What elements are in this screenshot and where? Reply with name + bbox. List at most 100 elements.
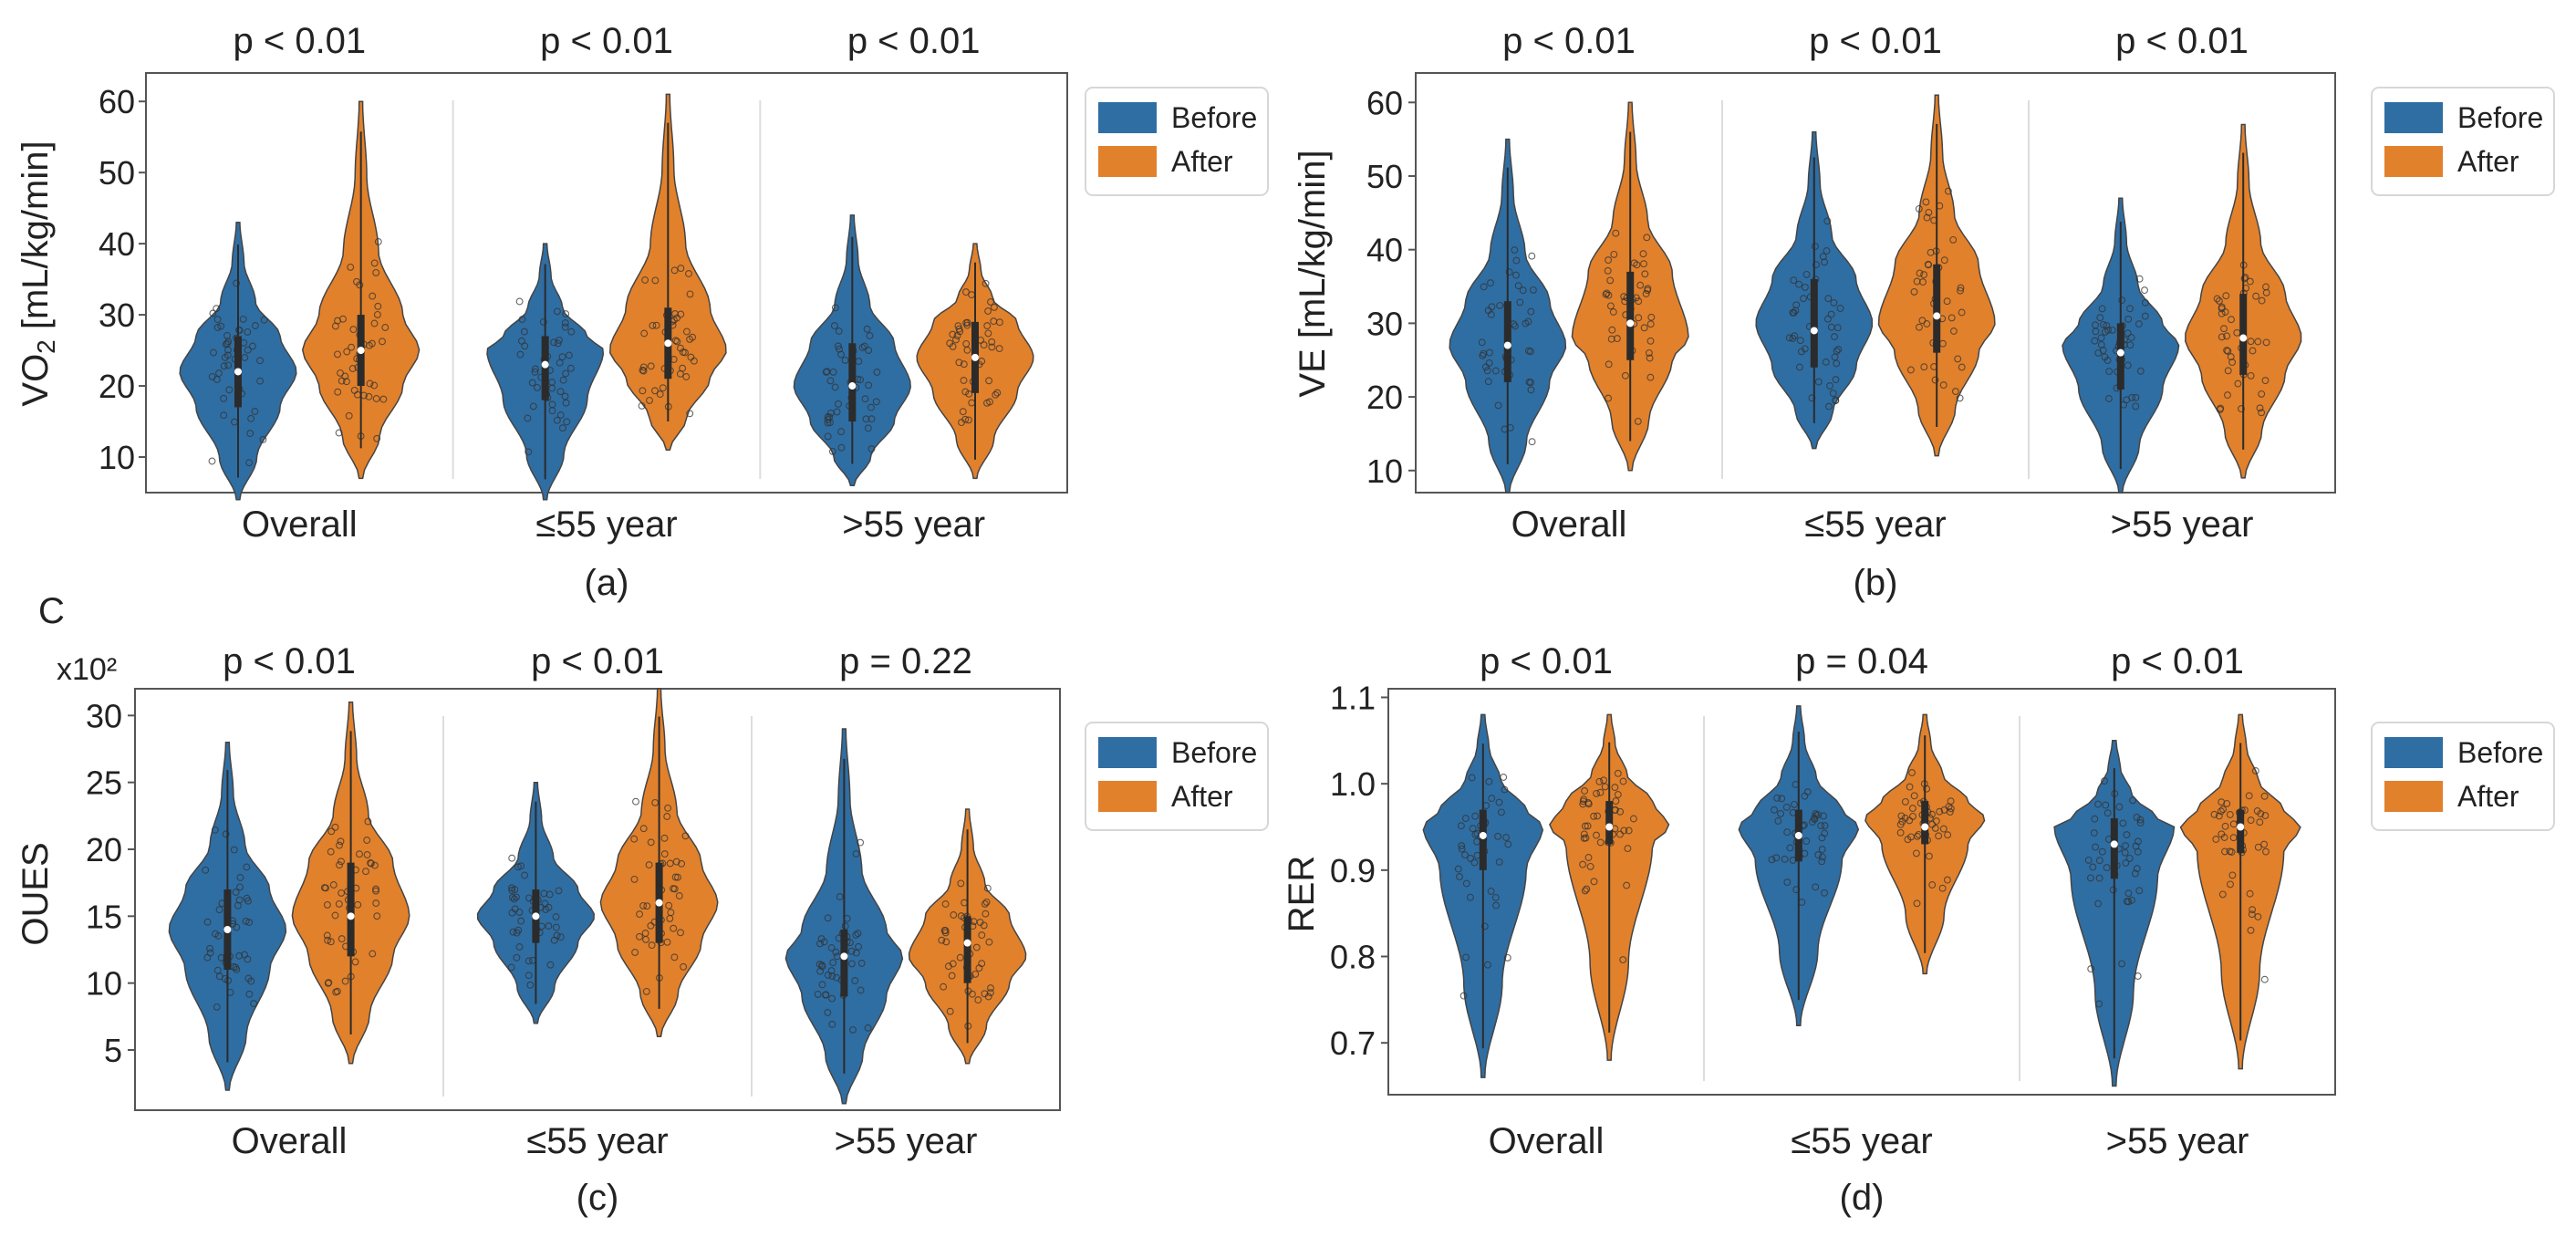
panel-b-data-point xyxy=(2254,338,2262,346)
panel-a-data-point xyxy=(837,428,846,436)
panel-b-data-point xyxy=(1527,348,1534,356)
panel-a-data-point xyxy=(381,324,390,331)
panel-b-data-point xyxy=(1795,280,1803,288)
panel-c-data-point xyxy=(333,987,341,995)
panel-a-data-point xyxy=(556,388,565,396)
figure-side-label: C xyxy=(38,591,65,631)
panel-b-data-point xyxy=(1831,333,1838,341)
panel-a-data-point xyxy=(529,402,537,411)
panel-d-data-point xyxy=(1461,851,1469,859)
panel-d-data-point xyxy=(2219,806,2228,814)
panel-d-data-point xyxy=(1783,878,1792,887)
panel-c-data-point xyxy=(847,960,856,968)
panel-b-data-point xyxy=(1642,290,1650,297)
panel-a-data-point xyxy=(373,310,381,318)
panel-c-data-point xyxy=(630,835,639,843)
panel-b-data-point xyxy=(1915,323,1923,331)
panel-d-data-point xyxy=(1897,812,1906,820)
panel-d-data-point xyxy=(2212,836,2220,843)
panel-d-data-point xyxy=(1908,805,1916,813)
panel-c-data-point xyxy=(363,837,371,844)
panel-d-data-point xyxy=(1619,777,1627,785)
panel-b-data-point xyxy=(2097,341,2105,348)
panel-b-data-point xyxy=(2099,320,2107,328)
panel-c-data-point xyxy=(941,900,950,908)
panel-c-data-point xyxy=(940,982,948,991)
panel-b-data-point xyxy=(1812,261,1820,269)
panel-b-data-point xyxy=(2141,312,2149,320)
panel-a-data-point xyxy=(867,415,876,423)
panel-c-data-point xyxy=(857,986,865,994)
panel-b-data-point xyxy=(1505,268,1513,276)
panel-d-iqr-box xyxy=(1921,801,1929,845)
panel-c-data-point xyxy=(351,958,359,966)
panel-c-data-point xyxy=(233,923,241,931)
panel-b-data-point xyxy=(1943,297,1951,306)
panel-d-data-point xyxy=(2228,848,2236,856)
panel-c-data-point xyxy=(372,885,379,893)
panel-d-data-point xyxy=(2095,1000,2103,1008)
panel-d-data-point xyxy=(1913,899,1921,908)
panel-c-data-point xyxy=(556,933,565,941)
panel-a-xtick-label: ≤55 year xyxy=(535,504,677,545)
panel-d-ylabel: RER xyxy=(1282,856,1322,932)
panel-c-data-point xyxy=(517,917,525,925)
panel-a-data-point xyxy=(223,339,232,348)
panel-c-data-point xyxy=(824,914,832,922)
panel-d-median xyxy=(1605,823,1614,831)
panel-b-iqr-box xyxy=(1933,264,1941,353)
panel-d-data-point xyxy=(2092,843,2100,851)
panel-a-median xyxy=(664,339,672,348)
panel-d-data-point xyxy=(2098,847,2106,856)
panel-b-median xyxy=(1933,312,1941,320)
panel-b-data-point xyxy=(1646,354,1654,362)
panel-a-data-point xyxy=(833,408,841,416)
panel-c-data-point xyxy=(232,889,240,897)
panel-d-data-point xyxy=(2094,899,2103,908)
panel-a-data-point xyxy=(379,395,388,403)
panel-c-ytick-label: 20 xyxy=(86,831,122,868)
panel-d-data-point xyxy=(1470,858,1479,867)
panel-b-data-point xyxy=(1486,348,1493,357)
panel-d-xtick-label: >55 year xyxy=(2106,1121,2249,1161)
panel-b-data-point xyxy=(1478,338,1486,347)
panel-b-data-point xyxy=(2234,379,2242,388)
panel-a-data-point xyxy=(223,351,232,359)
panel-d-data-point xyxy=(1462,879,1470,888)
panel-a-data-point xyxy=(988,338,996,346)
panel-d-data-point xyxy=(1584,822,1592,830)
panel-a-data-point xyxy=(824,432,832,441)
panel-d-data-point xyxy=(2260,975,2269,983)
panel-c-data-point xyxy=(645,861,653,869)
panel-b-data-point xyxy=(1481,363,1490,371)
panel-d-data-point xyxy=(2260,792,2269,800)
panel-c-data-point xyxy=(331,823,339,831)
panel-c-data-point xyxy=(956,953,964,962)
panel-b-legend-label-before: Before xyxy=(2457,101,2543,134)
panel-d-data-point xyxy=(1595,777,1604,785)
panel-b-ytick-label: 20 xyxy=(1366,379,1403,416)
panel-d-data-point xyxy=(1468,774,1476,782)
panel-c-data-point xyxy=(213,1003,221,1011)
panel-c-median xyxy=(347,912,355,920)
panel-c-xtick-label: ≤55 year xyxy=(526,1121,668,1161)
panel-c-data-point xyxy=(230,846,238,854)
panel-c-data-point xyxy=(235,951,244,960)
panel-a-data-point xyxy=(556,336,563,344)
panel-a-data-point xyxy=(335,429,343,437)
panel-a-data-point xyxy=(525,448,533,456)
panel-b-data-point xyxy=(2132,402,2140,411)
panel-d-data-point xyxy=(2260,840,2269,848)
panel-b-data-point xyxy=(1918,317,1927,325)
panel-b-ytick-label: 40 xyxy=(1366,232,1403,269)
panel-a-data-point xyxy=(682,373,691,380)
panel-b-data-point xyxy=(1605,360,1613,369)
panel-a-data-point xyxy=(949,330,957,338)
panel-a-data-point xyxy=(984,307,992,315)
panel-c-data-point xyxy=(982,898,991,906)
panel-b-data-point xyxy=(1484,307,1492,315)
panel-a-data-point xyxy=(516,350,525,359)
panel-c-data-point xyxy=(373,912,381,920)
panel-c-data-point xyxy=(514,863,522,871)
panel-d-pvalue: p = 0.04 xyxy=(1795,641,1928,681)
